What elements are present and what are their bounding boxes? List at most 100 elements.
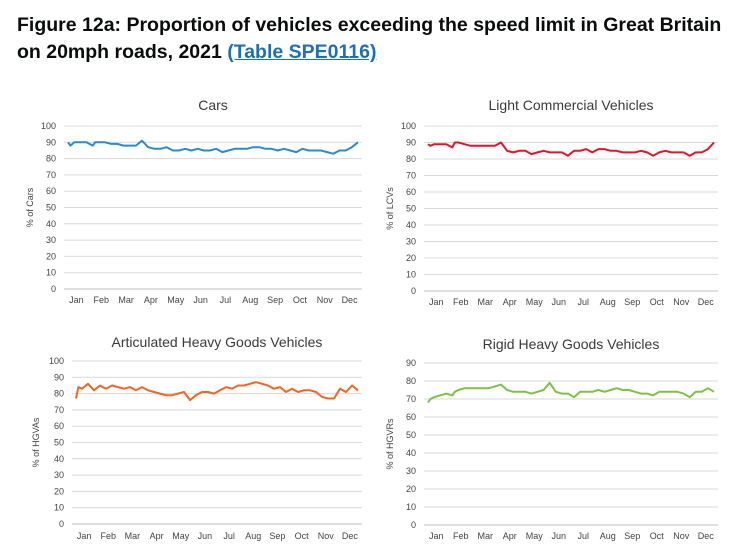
chart3-ytick-label: 10 [54, 503, 64, 513]
chart4-ytick-label: 30 [406, 466, 416, 476]
chart3-xtick-label: Mar [125, 531, 141, 541]
chart2-title: Light Commercial Vehicles [489, 97, 654, 113]
chart4-xtick-label: Jun [551, 531, 566, 541]
chart3-ytick-label: 40 [54, 454, 64, 464]
chart3-xtick-label: May [172, 531, 190, 541]
chart4-xtick-label: Dec [698, 531, 715, 541]
chart2-xtick-label: Oct [650, 297, 665, 307]
chart3-ytick-label: 30 [54, 470, 64, 480]
chart2-ytick-label: 100 [401, 121, 416, 131]
chart4-ytick-label: 0 [411, 520, 416, 530]
chart3-xtick-label: Jan [77, 531, 92, 541]
chart4-ylabel: % of HGVRs [385, 418, 395, 470]
chart2-xtick-label: May [526, 297, 544, 307]
chart4-series-line [427, 381, 715, 404]
chart2-series-line [427, 141, 715, 157]
chart3-ytick-label: 90 [54, 372, 64, 382]
chart3-ytick-label: 60 [54, 421, 64, 431]
chart1-series-line [67, 139, 359, 155]
chart-panel-grid: 0 10 20 30 40 50 60 70 80 90 100 Jan Feb Mar Apr May Jun… [20, 88, 742, 557]
chart1-ytick-label: 70 [46, 170, 56, 180]
chart1-ytick-label: 60 [46, 186, 56, 196]
chart4-xtick-label: Jul [577, 531, 589, 541]
figure-title-text: Figure 12a: Proportion of vehicles excee… [17, 14, 722, 63]
chart1-xtick-label: Aug [242, 295, 258, 305]
chart1-ytick-label: 50 [46, 203, 56, 213]
chart1-title: Cars [198, 97, 228, 113]
chart1-ytick-label: 90 [46, 137, 56, 147]
chart4-xtick-label: Sep [624, 531, 640, 541]
chart2-xtick-label: Apr [503, 297, 517, 307]
chart3-ytick-label: 50 [54, 438, 64, 448]
chart1-ytick-label: 100 [41, 121, 56, 131]
chart1-ytick-label: 40 [46, 219, 56, 229]
chart1-xtick-label: Jul [220, 295, 232, 305]
chart2-xtick-label: Dec [698, 297, 715, 307]
chart4-xtick-label: Apr [503, 531, 517, 541]
chart4-ytick-label: 60 [406, 412, 416, 422]
chart2-xtick-label: Aug [600, 297, 616, 307]
chart3-xtick-label: Dec [342, 531, 359, 541]
chart1-xtick-label: Nov [317, 295, 334, 305]
chart2-ytick-label: 30 [406, 237, 416, 247]
chart2-xtick-label: Nov [673, 297, 690, 307]
chart4-ytick-label: 50 [406, 430, 416, 440]
chart3-ytick-label: 80 [54, 389, 64, 399]
chart1-ytick-label: 0 [51, 284, 56, 294]
chart4-xtick-label: Oct [650, 531, 665, 541]
chart1-xtick-label: Feb [93, 295, 109, 305]
chart3-ytick-label: 70 [54, 405, 64, 415]
chart4-ytick-label: 90 [406, 358, 416, 368]
table-link[interactable]: (Table SPE0116) [227, 41, 377, 63]
chart4-ytick-label: 80 [406, 376, 416, 386]
chart1-xtick-label: Sep [267, 295, 283, 305]
chart4-ytick-label: 40 [406, 448, 416, 458]
chart2-ytick-label: 0 [411, 286, 416, 296]
chart1-ylabel: % of Cars [25, 187, 35, 227]
chart4-xtick-label: Aug [600, 531, 616, 541]
chart2-xtick-label: Jun [551, 297, 566, 307]
chart1-xtick-label: Dec [342, 295, 359, 305]
chart2-xtick-label: Feb [453, 297, 469, 307]
chart4-xtick-label: May [526, 531, 544, 541]
chart2-ytick-label: 10 [406, 270, 416, 280]
chart2-xtick-label: Mar [478, 297, 494, 307]
chart4-xtick-label: Nov [673, 531, 690, 541]
chart1-xtick-label: Mar [118, 295, 134, 305]
chart1-xtick-label: Oct [293, 295, 308, 305]
chart4-title: Rigid Heavy Goods Vehicles [483, 336, 660, 352]
chart1-ytick-label: 20 [46, 251, 56, 261]
chart3-title: Articulated Heavy Goods Vehicles [112, 334, 323, 350]
chart4-xtick-label: Jan [429, 531, 444, 541]
chart1-ytick-label: 80 [46, 154, 56, 164]
chart3-xtick-label: Nov [318, 531, 335, 541]
chart2-ytick-label: 50 [406, 204, 416, 214]
chart1-ytick-label: 10 [46, 268, 56, 278]
chart1-xtick-label: Jun [193, 295, 208, 305]
chart3-series-line [75, 381, 359, 402]
chart1-ytick-label: 30 [46, 235, 56, 245]
chart3-xtick-label: Apr [150, 531, 164, 541]
chart2-ylabel: % of LCVs [385, 187, 395, 230]
chart3-xtick-label: Aug [245, 531, 261, 541]
chart3-ytick-label: 0 [59, 519, 64, 529]
chart1-xtick-label: May [167, 295, 185, 305]
chart4-ytick-label: 70 [406, 394, 416, 404]
chart4-ytick-label: 20 [406, 484, 416, 494]
chart3-xtick-label: Sep [269, 531, 285, 541]
chart2-xtick-label: Jan [429, 297, 444, 307]
figure-title: Figure 12a: Proportion of vehicles excee… [17, 12, 732, 66]
chart4-xtick-label: Feb [453, 531, 469, 541]
chart2-xtick-label: Jul [577, 297, 589, 307]
chart3-ytick-label: 100 [49, 356, 64, 366]
chart2-ytick-label: 20 [406, 253, 416, 263]
chart2-ytick-label: 80 [406, 154, 416, 164]
chart3-ytick-label: 20 [54, 486, 64, 496]
chart3-xtick-label: Jul [223, 531, 235, 541]
chart3-xtick-label: Oct [295, 531, 310, 541]
chart3-xtick-label: Jun [198, 531, 213, 541]
chart4-xtick-label: Mar [478, 531, 494, 541]
chart3-xtick-label: Feb [100, 531, 116, 541]
chart2-ytick-label: 60 [406, 187, 416, 197]
